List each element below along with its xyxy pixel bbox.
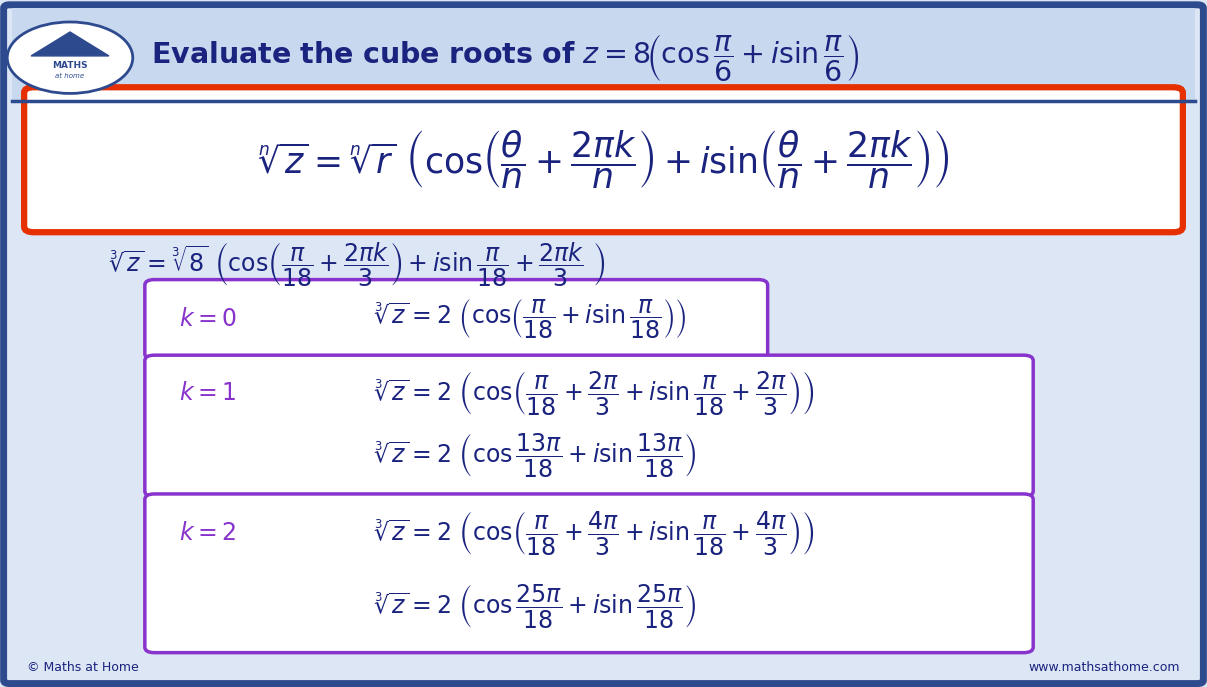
Text: $k = 1$: $k = 1$ bbox=[179, 381, 237, 405]
Text: $\sqrt[3]{z} = \sqrt[3]{8}\ \left(\cos\!\left(\dfrac{\pi}{18}+\dfrac{2\pi k}{3}\: $\sqrt[3]{z} = \sqrt[3]{8}\ \left(\cos\!… bbox=[109, 240, 605, 289]
Circle shape bbox=[7, 22, 133, 93]
Text: $k = 0$: $k = 0$ bbox=[179, 308, 237, 331]
FancyBboxPatch shape bbox=[24, 87, 1183, 232]
Text: $\sqrt[3]{z} = 2\ \left(\cos\!\left(\dfrac{\pi}{18} + i\sin\dfrac{\pi}{18}\right: $\sqrt[3]{z} = 2\ \left(\cos\!\left(\dfr… bbox=[374, 297, 687, 341]
Text: $k = 2$: $k = 2$ bbox=[179, 521, 235, 545]
FancyBboxPatch shape bbox=[12, 8, 1195, 101]
FancyBboxPatch shape bbox=[145, 355, 1033, 497]
Text: $\sqrt[3]{z} = 2\ \left(\cos\dfrac{13\pi}{18} + i\sin\dfrac{13\pi}{18}\right)$: $\sqrt[3]{z} = 2\ \left(\cos\dfrac{13\pi… bbox=[374, 431, 696, 479]
Text: $\sqrt[3]{z} = 2\ \left(\cos\!\left(\dfrac{\pi}{18}+\dfrac{2\pi}{3} + i\sin\dfra: $\sqrt[3]{z} = 2\ \left(\cos\!\left(\dfr… bbox=[374, 370, 815, 417]
Text: $\sqrt[3]{z} = 2\ \left(\cos\!\left(\dfrac{\pi}{18}+\dfrac{4\pi}{3} + i\sin\dfra: $\sqrt[3]{z} = 2\ \left(\cos\!\left(\dfr… bbox=[374, 510, 815, 557]
Text: © Maths at Home: © Maths at Home bbox=[27, 662, 139, 674]
Text: $\mathbf{Evaluate\ the\ cube\ roots\ of}\ z = 8\!\left(\cos\dfrac{\pi}{6} + i\si: $\mathbf{Evaluate\ the\ cube\ roots\ of}… bbox=[151, 32, 859, 83]
Text: at home: at home bbox=[56, 74, 84, 79]
Text: $\sqrt[3]{z} = 2\ \left(\cos\dfrac{25\pi}{18} + i\sin\dfrac{25\pi}{18}\right)$: $\sqrt[3]{z} = 2\ \left(\cos\dfrac{25\pi… bbox=[374, 582, 696, 630]
Polygon shape bbox=[31, 32, 109, 56]
Text: www.mathsathome.com: www.mathsathome.com bbox=[1028, 662, 1180, 674]
FancyBboxPatch shape bbox=[145, 494, 1033, 653]
Text: $\sqrt[n]{z} = \sqrt[n]{r}\ \left(\cos\!\left(\dfrac{\theta}{n}+\dfrac{2\pi k}{n: $\sqrt[n]{z} = \sqrt[n]{r}\ \left(\cos\!… bbox=[257, 128, 950, 191]
FancyBboxPatch shape bbox=[145, 280, 768, 359]
Text: MATHS: MATHS bbox=[52, 61, 88, 70]
FancyBboxPatch shape bbox=[4, 5, 1203, 684]
